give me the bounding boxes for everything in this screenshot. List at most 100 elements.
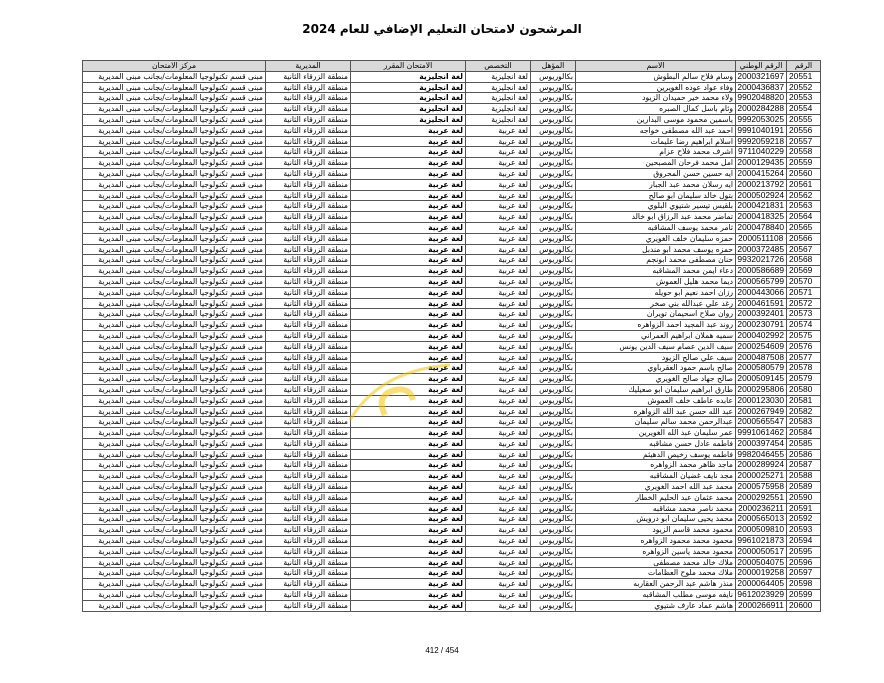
- specialization-cell: لغة عربية: [465, 308, 531, 321]
- name-cell: ايه رسلان محمد عبد الجبار: [575, 178, 736, 191]
- exam-cell: لغة عربية: [350, 448, 466, 461]
- qualification-cell: بكالوريوس: [530, 254, 576, 267]
- exam-cell: لغة عربية: [350, 178, 466, 191]
- national-id-cell: 2000575958: [735, 481, 787, 493]
- name-cell: روان صلاح اسحيمان تويران: [575, 308, 736, 321]
- directorate-cell: منطقة الزرقاء الثانية: [265, 459, 351, 472]
- directorate-cell: منطقة الزرقاء الثانية: [265, 254, 351, 267]
- serial-cell: 20553: [786, 92, 821, 105]
- name-cell: محمود محمد محمود الزواهره: [575, 535, 736, 547]
- name-cell: ايه حسين حسن المحروق: [575, 167, 736, 180]
- table-row: 20580 2000295806 طارق ابراهيم سليمان ابو ص…: [82, 383, 821, 396]
- name-cell: محمود محمد ياسين الزواهره: [575, 545, 736, 558]
- name-cell: ملاك محمد ملوح العظامات: [575, 567, 736, 580]
- name-cell: محمد عبد الله احمد الغويري: [575, 481, 736, 493]
- directorate-cell: منطقة الزرقاء الثانية: [265, 221, 351, 234]
- serial-cell: 20590: [786, 491, 821, 504]
- specialization-cell: لغة عربية: [465, 189, 531, 202]
- exam-cell: لغة انجليزية: [350, 103, 466, 115]
- national-id-cell: 2000295806: [735, 383, 787, 396]
- national-id-cell: 9612023929: [735, 589, 787, 601]
- qualification-cell: بكالوريوس: [530, 589, 576, 601]
- page-title: المرشحون لامتحان التعليم الإضافي للعام 2…: [302, 22, 582, 36]
- name-cell: ولاء محمد خير حميدان الزيود: [575, 92, 736, 105]
- directorate-cell: منطقة الزرقاء الثانية: [265, 383, 351, 396]
- table-row: 20593 2000509810 محمود محمد قاسم الزيود بكا…: [82, 524, 821, 537]
- center-cell: مبنى قسم تكنولوجيا المعلومات/بجانب مبنى …: [82, 578, 266, 591]
- specialization-cell: لغة عربية: [465, 394, 531, 407]
- center-cell: مبنى قسم تكنولوجيا المعلومات/بجانب مبنى …: [82, 254, 266, 267]
- specialization-cell: لغة عربية: [465, 589, 531, 601]
- directorate-cell: منطقة الزرقاء الثانية: [265, 81, 351, 94]
- specialization-cell: لغة انجليزية: [465, 70, 531, 83]
- qualification-cell: بكالوريوس: [530, 70, 576, 83]
- serial-cell: 20583: [786, 416, 821, 429]
- table-row: 20575 2000402992 سميه هملان ابراهيم العمرا…: [82, 329, 821, 342]
- exam-cell: لغة عربية: [350, 232, 466, 245]
- name-cell: سميه هملان ابراهيم العمراني: [575, 329, 736, 342]
- directorate-cell: منطقة الزرقاء الثانية: [265, 200, 351, 213]
- name-cell: رزان احمد نعيم ابو حويله: [575, 286, 736, 299]
- qualification-cell: بكالوريوس: [530, 578, 576, 591]
- national-id-cell: 2000586689: [735, 265, 787, 277]
- directorate-cell: منطقة الزرقاء الثانية: [265, 135, 351, 148]
- specialization-cell: لغة عربية: [465, 535, 531, 547]
- national-id-cell: 2000397454: [735, 437, 787, 450]
- name-cell: روند عبد المجيد احمد الزواهره: [575, 319, 736, 331]
- table-row: 20570 2000565799 ديما محمد هليل العموش بكال…: [82, 275, 821, 288]
- specialization-cell: لغة عربية: [465, 329, 531, 342]
- qualification-cell: بكالوريوس: [530, 351, 576, 364]
- table-row: 20594 9961021873 محمود محمد محمود الزواهره…: [82, 535, 821, 547]
- qualification-cell: بكالوريوس: [530, 113, 576, 126]
- exam-cell: لغة عربية: [350, 524, 466, 537]
- name-cell: محمود محمد قاسم الزيود: [575, 524, 736, 537]
- national-id-cell: 9711040229: [735, 146, 787, 159]
- name-cell: ثامر محمد يوسف المشاقبه: [575, 221, 736, 234]
- qualification-cell: بكالوريوس: [530, 448, 576, 461]
- table-row: 20571 2000443066 رزان احمد نعيم ابو حويله ب…: [82, 286, 821, 299]
- specialization-cell: لغة عربية: [465, 221, 531, 234]
- directorate-cell: منطقة الزرقاء الثانية: [265, 286, 351, 299]
- serial-cell: 20585: [786, 437, 821, 450]
- exam-cell: لغة عربية: [350, 373, 466, 385]
- table-row: 20551 2000321697 وسام فلاح سالم البطوش بكال…: [82, 70, 821, 83]
- center-cell: مبنى قسم تكنولوجيا المعلومات/بجانب مبنى …: [82, 167, 266, 180]
- center-cell: مبنى قسم تكنولوجيا المعلومات/بجانب مبنى …: [82, 200, 266, 213]
- specialization-cell: لغة عربية: [465, 513, 531, 526]
- exam-cell: لغة عربية: [350, 265, 466, 277]
- specialization-cell: لغة عربية: [465, 545, 531, 558]
- directorate-cell: منطقة الزرقاء الثانية: [265, 470, 351, 483]
- name-cell: وسام فلاح سالم البطوش: [575, 70, 736, 83]
- specialization-cell: لغة عربية: [465, 232, 531, 245]
- specialization-cell: لغة عربية: [465, 319, 531, 331]
- specialization-cell: لغة عربية: [465, 362, 531, 375]
- national-id-cell: 9992059218: [735, 135, 787, 148]
- name-cell: ملاك خالد محمد مصطفى: [575, 556, 736, 569]
- header-serial: الرقم: [786, 60, 821, 72]
- name-cell: هاشم عماد عارف شتيوي: [575, 599, 736, 612]
- exam-cell: لغة عربية: [350, 135, 466, 148]
- name-cell: نايفه موسى مطلب المشاقبه: [575, 589, 736, 601]
- name-cell: امل محمد فرحان المصبحين: [575, 157, 736, 169]
- national-id-cell: 2000230791: [735, 319, 787, 331]
- national-id-cell: 2000025271: [735, 470, 787, 483]
- specialization-cell: لغة عربية: [465, 167, 531, 180]
- exam-cell: لغة عربية: [350, 589, 466, 601]
- qualification-cell: بكالوريوس: [530, 556, 576, 569]
- exam-cell: لغة عربية: [350, 405, 466, 418]
- exam-cell: لغة انجليزية: [350, 113, 466, 126]
- national-id-cell: 2000580579: [735, 362, 787, 375]
- center-cell: مبنى قسم تكنولوجيا المعلومات/بجانب مبنى …: [82, 470, 266, 483]
- national-id-cell: 2000267949: [735, 405, 787, 418]
- name-cell: سيف الدين عصام سيف الدين يونس: [575, 340, 736, 353]
- table-row: 20555 9992053025 ياسمين محمود موسى البداري…: [82, 113, 821, 126]
- header-center: مركز الامتحان: [82, 60, 266, 72]
- header-directorate: المديرية: [265, 60, 351, 72]
- qualification-cell: بكالوريوس: [530, 124, 576, 137]
- exam-cell: لغة عربية: [350, 286, 466, 299]
- serial-cell: 20582: [786, 405, 821, 418]
- specialization-cell: لغة عربية: [465, 254, 531, 267]
- directorate-cell: منطقة الزرقاء الثانية: [265, 232, 351, 245]
- qualification-cell: بكالوريوس: [530, 211, 576, 223]
- center-cell: مبنى قسم تكنولوجيا المعلومات/بجانب مبنى …: [82, 232, 266, 245]
